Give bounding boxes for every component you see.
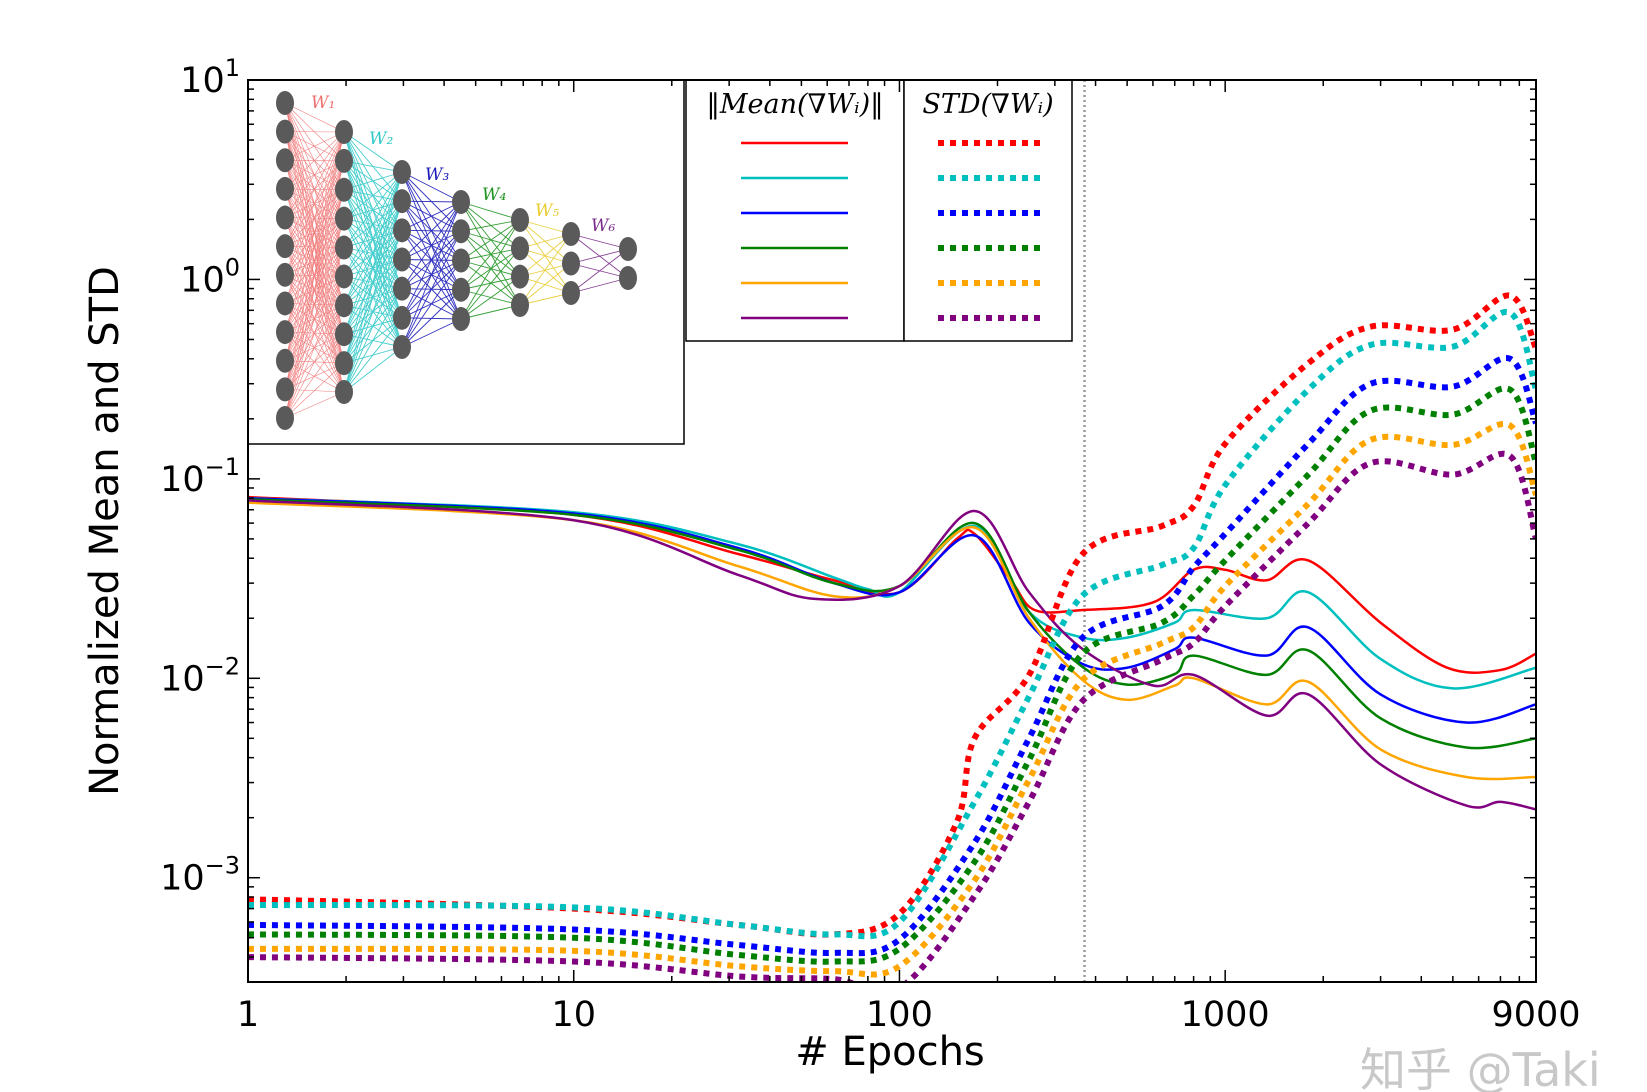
network-node	[276, 291, 294, 316]
y-tick-label: 101	[180, 54, 240, 101]
network-node	[276, 262, 294, 287]
series-mean-w1	[248, 495, 1536, 674]
series-std-w4	[248, 385, 1536, 965]
edges-w1	[284, 102, 345, 419]
y-tick-label: 10−1	[160, 453, 240, 500]
edges-w6	[570, 233, 629, 294]
network-node	[276, 119, 294, 144]
network-node	[393, 218, 411, 243]
network-node	[335, 322, 353, 347]
network-node	[335, 206, 353, 231]
y-tick-base: 10	[160, 859, 205, 899]
network-node	[276, 234, 294, 259]
network-inset: W₁ W₂ W₃ W₄ W₅ W₆	[247, 79, 685, 445]
network-node	[393, 276, 411, 301]
network-node	[276, 205, 294, 230]
network-label-w1: W₁	[311, 93, 335, 113]
x-tick-label: 100	[866, 995, 933, 1035]
network-node	[335, 351, 353, 376]
y-tick-exponent: −3	[205, 852, 240, 880]
network-label-w3: W₃	[425, 165, 449, 185]
x-tick-label: 10	[551, 995, 596, 1035]
network-node	[393, 189, 411, 214]
series-mean-w4	[248, 498, 1536, 750]
network-node	[393, 335, 411, 359]
network-label-w5: W₅	[535, 201, 559, 221]
legend-std-header: STD(∇Wᵢ)	[922, 89, 1053, 120]
network-node	[452, 248, 470, 273]
network-node	[511, 264, 529, 289]
network-node	[452, 219, 470, 244]
network-label-w2: W₂	[369, 129, 393, 149]
network-node	[276, 176, 294, 201]
network-node	[511, 293, 529, 317]
network-node	[335, 120, 353, 144]
network-node	[276, 377, 294, 402]
edges-w2	[343, 131, 403, 393]
x-tick-label: 1000	[1181, 995, 1270, 1035]
series-lines	[248, 292, 1536, 982]
network-node	[393, 305, 411, 330]
network-node	[276, 348, 294, 373]
network-node	[562, 222, 580, 246]
y-tick-exponent: 1	[225, 54, 240, 82]
legend-mean-box	[685, 79, 905, 342]
series-std-w6	[248, 450, 1536, 982]
legend-mean-header: ‖Mean(∇Wᵢ)‖	[706, 89, 883, 120]
y-tick-label: 10−3	[160, 852, 240, 899]
y-tick-label: 10−2	[160, 652, 240, 699]
y-tick-base: 10	[160, 460, 205, 500]
network-node	[335, 264, 353, 289]
network-node	[511, 236, 529, 261]
network-node	[276, 320, 294, 345]
edges-w4	[460, 201, 521, 320]
series-mean-w6	[248, 499, 1536, 811]
series-mean-w3	[248, 496, 1536, 724]
y-tick-exponent: −2	[205, 652, 240, 680]
network-node	[562, 251, 580, 276]
network-node	[452, 190, 470, 214]
y-axis-label: Normalized Mean and STD	[82, 266, 128, 796]
series-std-w3	[248, 355, 1536, 957]
y-tick-base: 10	[180, 260, 225, 300]
network-node	[452, 277, 470, 302]
network-node	[562, 281, 580, 305]
network-node	[393, 247, 411, 272]
network-node	[619, 266, 637, 290]
network-node	[335, 235, 353, 260]
network-node	[452, 307, 470, 331]
y-tick-exponent: 0	[225, 253, 240, 281]
network-node	[335, 380, 353, 404]
x-tick-label: 1	[237, 995, 259, 1035]
x-axis-label: # Epochs	[795, 1029, 985, 1075]
network-node	[276, 148, 294, 173]
network-node	[511, 208, 529, 232]
network-node	[335, 293, 353, 318]
network-label-w4: W₄	[482, 185, 506, 205]
series-std-w2	[248, 308, 1536, 940]
network-node	[619, 237, 637, 261]
watermark: 知乎 @Taki	[1360, 1043, 1601, 1092]
y-tick-base: 10	[180, 61, 225, 101]
series-std-w5	[248, 420, 1536, 978]
network-node	[276, 406, 294, 430]
series-mean-w5	[248, 501, 1536, 781]
y-tick-label: 100	[180, 253, 240, 300]
x-tick-label: 9000	[1491, 995, 1580, 1035]
edges-w3	[401, 171, 462, 348]
network-node	[276, 91, 294, 115]
network-node	[393, 160, 411, 184]
series-std-w1	[248, 292, 1536, 938]
legend: ‖Mean(∇Wᵢ)‖ STD(∇Wᵢ)	[685, 79, 1073, 342]
plot-frame	[247, 79, 1537, 983]
y-tick-base: 10	[160, 659, 205, 699]
network-label-w6: W₆	[591, 216, 615, 236]
network-node	[335, 148, 353, 173]
network-node	[335, 177, 353, 202]
y-tick-exponent: −1	[205, 453, 240, 481]
